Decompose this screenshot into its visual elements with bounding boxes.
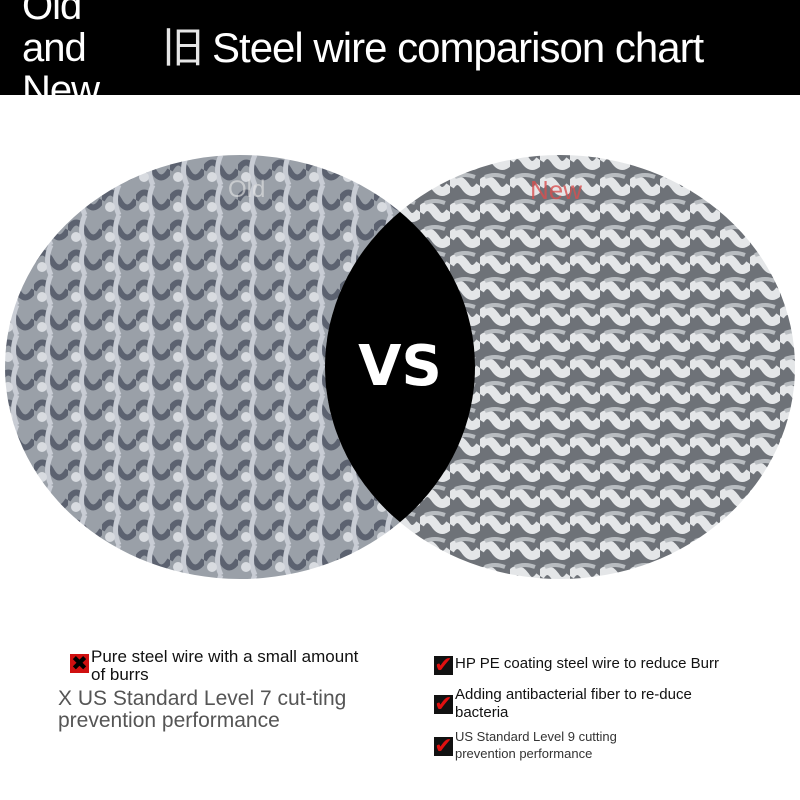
- new-feature-3: ✔ US Standard Level 9 cutting prevention…: [434, 729, 617, 761]
- old-label: Old: [228, 176, 265, 203]
- old-feature-2: X US Standard Level 7 cut-ting preventio…: [58, 687, 347, 732]
- page-title: Steel wire comparison chart: [212, 23, 704, 71]
- cross-icon: ✖: [70, 651, 89, 675]
- comparison-graphic: Old New VS: [5, 155, 795, 579]
- title-banner: Old and New 旧 Steel wire comparison char…: [0, 0, 800, 111]
- old-feature-1: ✖ Pure steel wire with a small amount of…: [70, 647, 359, 684]
- title-glyph: 旧: [162, 22, 205, 72]
- overlap-lens: [325, 155, 475, 579]
- vs-label: VS: [358, 334, 442, 399]
- check-icon: ✔: [434, 692, 453, 717]
- new-label: New: [530, 175, 582, 205]
- check-icon: ✔: [434, 653, 453, 678]
- new-feature-1: ✔ HP PE coating steel wire to reduce Bur…: [434, 653, 720, 678]
- new-feature-2: ✔ Adding antibacterial fiber to re-duce …: [434, 686, 692, 721]
- title-old-new: Old and New: [22, 0, 100, 112]
- check-icon: ✔: [434, 734, 453, 759]
